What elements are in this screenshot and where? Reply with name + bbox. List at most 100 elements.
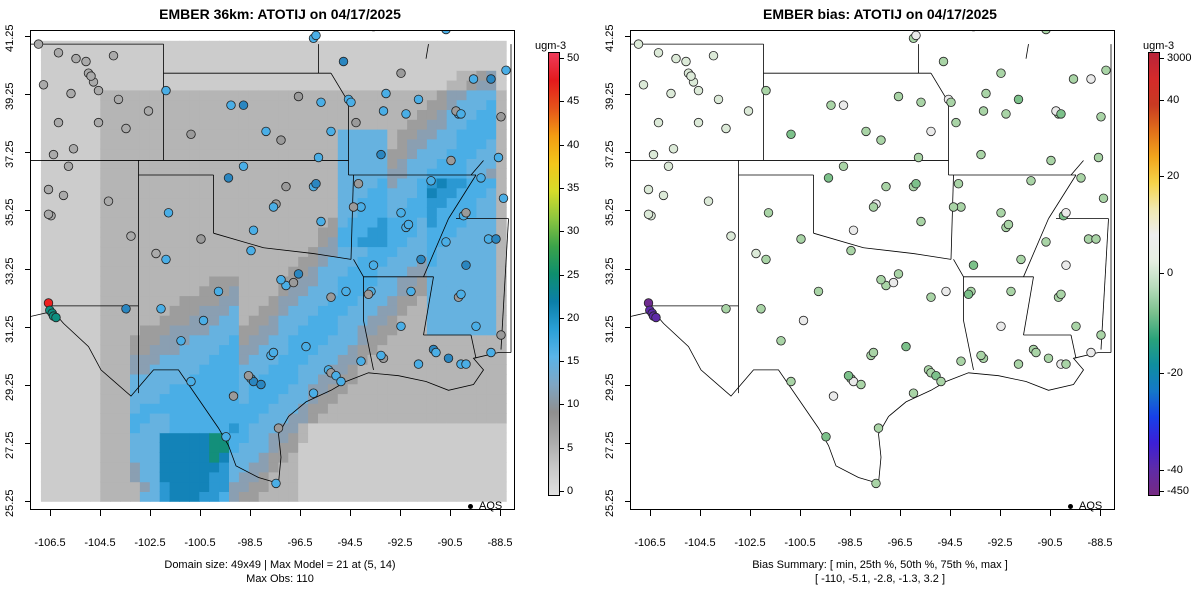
grid-cell: [308, 334, 319, 346]
bias-map-title: EMBER bias: ATOTIJ on 04/17/2025: [763, 6, 997, 22]
grid-cell: [159, 217, 171, 228]
grid-cell: [248, 158, 260, 169]
model-grid: [40, 40, 507, 502]
grid-cell: [417, 148, 428, 159]
grid-cell: [258, 383, 270, 395]
grid-cell: [159, 226, 171, 238]
grid-cell: [229, 207, 240, 218]
grid-cell: [130, 295, 141, 306]
grid-cell: [436, 50, 448, 61]
grid-cell: [80, 393, 91, 404]
grid-cell: [298, 354, 309, 365]
grid-cell: [456, 148, 468, 159]
grid-cell: [357, 148, 369, 159]
grid-cell: [149, 334, 161, 346]
monitor-site: [648, 149, 659, 160]
grid-cell: [417, 413, 428, 424]
grid-cell: [397, 334, 408, 346]
grid-cell: [397, 481, 408, 492]
grid-cell: [139, 462, 151, 473]
grid-cell: [50, 246, 62, 257]
grid-cell: [159, 344, 171, 355]
grid-cell: [159, 491, 171, 502]
grid-cell: [139, 119, 151, 130]
grid-cell: [436, 266, 448, 277]
x-tick-label: -102.5: [134, 537, 166, 549]
grid-cell: [189, 70, 200, 81]
monitor-site: [911, 178, 921, 189]
grid-cell: [80, 138, 91, 150]
grid-cell: [357, 119, 369, 130]
grid-cell: [268, 403, 280, 414]
grid-cell: [60, 266, 72, 277]
grid-cell: [377, 60, 388, 71]
grid-cell: [268, 148, 280, 159]
grid-cell: [159, 462, 171, 473]
grid-cell: [298, 256, 309, 267]
x-tick-label: -88.5: [1087, 537, 1113, 549]
monitor-site: [861, 126, 871, 137]
grid-cell: [70, 442, 82, 453]
model-sites: [33, 31, 511, 489]
grid-cell: [327, 324, 339, 336]
grid-cell: [130, 187, 141, 199]
grid-cell: [278, 471, 289, 483]
grid-cell: [60, 148, 72, 159]
grid-cell: [417, 442, 428, 453]
model-footer-line1: Domain size: 49x49 | Max Model = 21 at (…: [164, 559, 396, 571]
grid-cell: [219, 129, 230, 140]
monitor-site: [48, 149, 59, 160]
grid-cell: [446, 383, 458, 395]
grid-cell: [159, 275, 171, 287]
grid-cell: [110, 40, 121, 52]
grid-cell: [318, 275, 329, 287]
grid-cell: [476, 481, 487, 492]
grid-cell: [179, 295, 190, 306]
grid-cell: [100, 40, 111, 52]
grid-cell: [130, 177, 141, 189]
grid-cell: [80, 315, 91, 326]
grid-cell: [318, 354, 329, 365]
grid-cell: [209, 491, 220, 502]
grid-cell: [318, 432, 329, 443]
colorbar-tick-label: 5: [567, 441, 574, 454]
grid-cell: [417, 344, 428, 355]
grid-cell: [446, 422, 458, 434]
grid-cell: [318, 442, 329, 453]
grid-cell: [60, 432, 72, 443]
grid-cell: [327, 452, 339, 463]
grid-cell: [229, 266, 240, 277]
grid-cell: [337, 158, 349, 169]
grid-cell: [80, 285, 91, 297]
monitor-site: [498, 193, 509, 204]
grid-cell: [496, 344, 507, 355]
grid-cell: [110, 226, 121, 238]
grid-cell: [436, 393, 448, 404]
grid-cell: [426, 119, 438, 130]
grid-cell: [387, 50, 398, 61]
grid-cell: [100, 305, 111, 316]
grid-cell: [367, 373, 378, 385]
grid-cell: [248, 334, 260, 346]
grid-cell: [149, 383, 161, 395]
grid-cell: [456, 452, 468, 463]
grid-cell: [397, 158, 408, 169]
grid-cell: [80, 50, 91, 61]
grid-cell: [367, 70, 378, 81]
grid-cell: [110, 354, 121, 365]
grid-cell: [466, 305, 477, 316]
grid-cell: [149, 266, 161, 277]
grid-cell: [446, 129, 458, 140]
grid-cell: [229, 442, 240, 453]
monitor-site: [501, 65, 511, 76]
grid-cell: [80, 432, 91, 443]
grid-cell: [110, 256, 121, 267]
grid-cell: [50, 383, 62, 395]
grid-cell: [337, 207, 349, 218]
grid-cell: [90, 138, 101, 150]
grid-cell: [238, 364, 250, 375]
grid-cell: [476, 80, 487, 91]
grid-cell: [238, 471, 250, 483]
grid-cell: [110, 295, 121, 306]
y-tick-mark: [25, 35, 30, 37]
